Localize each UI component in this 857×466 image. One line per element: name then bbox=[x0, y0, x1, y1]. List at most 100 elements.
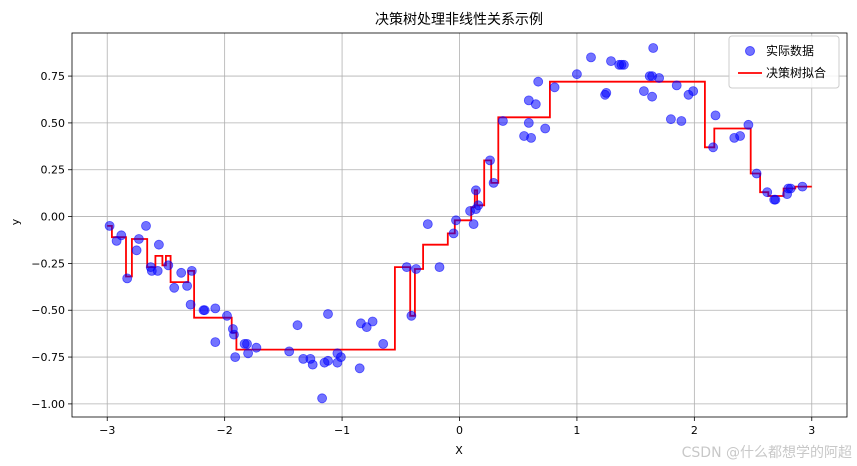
scatter-point bbox=[323, 355, 333, 366]
scatter-point bbox=[401, 262, 412, 273]
scatter-point bbox=[601, 88, 612, 98]
scatter-point bbox=[354, 363, 365, 374]
scatter-point bbox=[448, 228, 459, 239]
legend-label-scatter: 实际数据 bbox=[766, 43, 814, 58]
scatter-point bbox=[335, 352, 346, 363]
scatter-point bbox=[523, 118, 534, 128]
scatter-point bbox=[488, 177, 499, 188]
scatter-point bbox=[666, 114, 676, 125]
y-tick-label: 0.50 bbox=[41, 117, 66, 130]
y-tick-label: −1.00 bbox=[31, 398, 65, 411]
legend-box bbox=[728, 35, 840, 89]
axis-ticks: −3 −2 −1 0 1 2 3 −1.00 −0.75 −0.50 −0.25 0.00 0.25 0.… bbox=[31, 70, 815, 437]
y-tick-label: −0.50 bbox=[31, 304, 65, 317]
scatter-point bbox=[210, 303, 221, 314]
x-tick-label: 2 bbox=[691, 424, 698, 437]
scatter-point bbox=[797, 181, 808, 192]
scatter-point bbox=[230, 352, 241, 363]
scatter-point bbox=[378, 338, 389, 349]
scatter-point bbox=[284, 346, 295, 357]
scatter-point bbox=[163, 260, 174, 271]
x-tick-label: −3 bbox=[99, 424, 115, 437]
scatter-point bbox=[169, 282, 180, 293]
scatter-point bbox=[182, 280, 193, 291]
scatter-point bbox=[242, 338, 252, 349]
chart-title: 决策树处理非线性关系示例 bbox=[375, 11, 543, 28]
scatter-point bbox=[307, 359, 318, 370]
scatter-point bbox=[485, 155, 495, 166]
x-tick-label: −1 bbox=[334, 424, 350, 437]
y-axis-label: y bbox=[9, 218, 22, 225]
scatter-point bbox=[317, 393, 328, 404]
scatter-point bbox=[533, 76, 544, 87]
y-tick-label: −0.25 bbox=[31, 257, 65, 270]
x-tick-label: 1 bbox=[573, 424, 580, 437]
scatter-point bbox=[530, 99, 541, 110]
scatter-point bbox=[540, 123, 551, 134]
scatter-point bbox=[243, 348, 254, 359]
scatter-point bbox=[367, 316, 378, 327]
scatter-point bbox=[153, 239, 164, 250]
legend-marker-scatter bbox=[745, 46, 755, 56]
scatter-point bbox=[526, 132, 536, 143]
scatter-point bbox=[708, 142, 718, 153]
watermark: CSDN @什么都想学的阿超 bbox=[682, 445, 852, 461]
scatter-point-layer bbox=[104, 43, 808, 404]
scatter-point bbox=[549, 82, 560, 93]
scatter-point bbox=[199, 305, 210, 316]
scatter-point bbox=[434, 262, 445, 273]
decision-tree-fit-line bbox=[107, 80, 812, 351]
y-tick-label: 0.00 bbox=[41, 211, 66, 224]
scatter-point bbox=[210, 337, 221, 348]
scatter-point bbox=[411, 264, 422, 274]
y-tick-label: 0.75 bbox=[41, 70, 66, 83]
scatter-point bbox=[131, 245, 142, 256]
x-axis-label: X bbox=[455, 444, 463, 457]
scatter-point bbox=[323, 309, 333, 319]
scatter-point bbox=[647, 91, 657, 102]
scatter-point bbox=[654, 73, 664, 83]
scatter-point bbox=[185, 299, 196, 310]
legend-label-line: 决策树拟合 bbox=[766, 65, 826, 80]
legend: 实际数据 决策树拟合 bbox=[728, 35, 840, 89]
scatter-point bbox=[676, 116, 687, 126]
scatter-point bbox=[671, 80, 682, 91]
scatter-point bbox=[186, 265, 197, 276]
scatter-point bbox=[292, 320, 303, 331]
y-tick-label: 0.25 bbox=[41, 164, 66, 177]
scatter-point bbox=[122, 273, 133, 284]
scatter-point bbox=[785, 183, 796, 194]
scatter-point bbox=[141, 220, 151, 231]
scatter-point bbox=[639, 86, 649, 96]
scatter-point bbox=[586, 52, 596, 63]
scatter-point bbox=[572, 69, 582, 80]
y-tick-label: −0.75 bbox=[31, 351, 65, 364]
scatter-point bbox=[735, 131, 745, 141]
scatter-point bbox=[606, 56, 616, 66]
scatter-point bbox=[176, 267, 187, 278]
scatter-point bbox=[152, 265, 163, 276]
x-tick-label: 0 bbox=[456, 424, 463, 437]
scatter-point bbox=[762, 187, 773, 198]
scatter-point bbox=[470, 185, 481, 196]
scatter-point bbox=[222, 310, 232, 321]
scatter-point bbox=[688, 86, 699, 96]
x-tick-label: 3 bbox=[808, 424, 815, 437]
scatter-point bbox=[406, 310, 417, 321]
scatter-point bbox=[468, 219, 479, 230]
fit-line-layer bbox=[107, 80, 812, 351]
scatter-point bbox=[473, 200, 484, 211]
scatter-point bbox=[104, 220, 115, 231]
x-tick-label: −2 bbox=[217, 424, 233, 437]
grid-lines bbox=[72, 33, 847, 417]
scatter-point bbox=[116, 230, 127, 241]
scatter-point bbox=[751, 168, 762, 179]
scatter-point bbox=[229, 329, 239, 340]
scatter-point bbox=[497, 116, 508, 126]
scatter-point bbox=[770, 194, 781, 205]
scatter-point bbox=[648, 43, 659, 53]
scatter-point bbox=[361, 322, 372, 333]
scatter-point bbox=[619, 59, 629, 70]
scatter-point bbox=[710, 110, 721, 121]
